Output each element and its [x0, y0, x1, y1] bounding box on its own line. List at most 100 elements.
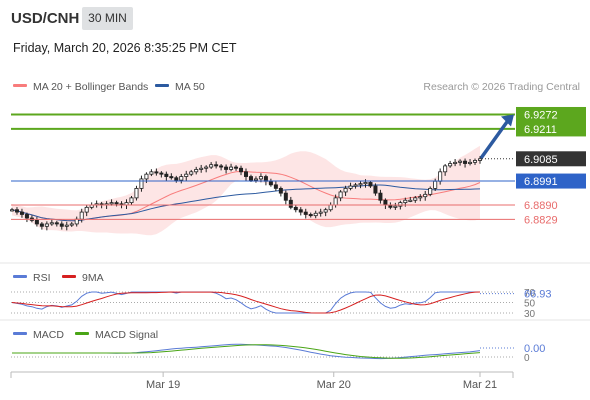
candle-55 [283, 190, 288, 205]
candle-33 [174, 175, 179, 183]
candle-94 [477, 156, 482, 164]
candle-7 [44, 221, 49, 231]
candle-47 [243, 168, 248, 181]
candle-72 [368, 180, 373, 188]
candle-body-36 [189, 171, 194, 175]
resistance-2-box [516, 106, 586, 122]
candle-body-89 [453, 161, 458, 164]
macd-last-label: 0.00 [524, 343, 545, 355]
candle-10 [59, 221, 64, 230]
candle-body-92 [468, 161, 473, 164]
rsi-legend-swatch [13, 275, 27, 278]
candle-body-14 [79, 211, 84, 220]
candle-body-61 [313, 212, 318, 217]
rsi-ma-legend-label: 9MA [82, 272, 104, 284]
candle-body-12 [69, 223, 74, 226]
candle-41 [214, 161, 219, 169]
rsi-last-label: 66.93 [524, 289, 552, 301]
candle-30 [159, 171, 164, 178]
candle-body-6 [39, 223, 44, 227]
rsi-legend-label: RSI [33, 272, 51, 284]
candle-body-85 [433, 180, 438, 189]
macd-signal-legend-label: MACD Signal [95, 329, 158, 341]
candle-80 [408, 196, 413, 203]
resistance-1-box [516, 121, 586, 137]
candle-body-79 [403, 199, 408, 204]
candle-body-34 [179, 176, 184, 181]
candle-58 [298, 207, 303, 216]
candle-body-0 [9, 209, 14, 212]
forecast-arrow-head [501, 114, 514, 127]
candle-body-30 [159, 172, 164, 175]
timeframe-button[interactable]: 30 MIN [82, 7, 133, 30]
datetime-label: Friday, March 20, 2026 8:35:25 PM CET [13, 41, 237, 55]
candle-84 [428, 186, 433, 197]
candle-body-33 [174, 177, 179, 181]
candle-25 [134, 185, 139, 201]
candle-44 [229, 163, 234, 172]
candle-62 [318, 208, 323, 217]
macd-line [12, 343, 481, 360]
candle-6 [39, 222, 44, 230]
candle-42 [219, 163, 224, 171]
candle-38 [199, 164, 204, 173]
candle-body-3 [24, 214, 29, 219]
rsi-level-label-70: 70 [524, 288, 536, 299]
candle-body-55 [283, 192, 288, 201]
candle-body-40 [209, 164, 214, 168]
candle-46 [239, 165, 244, 176]
candle-1 [14, 207, 19, 215]
candle-body-26 [139, 178, 144, 189]
ma20-legend-swatch [13, 84, 27, 87]
candle-51 [263, 174, 268, 186]
candle-81 [413, 195, 418, 203]
pivot-box [516, 173, 586, 189]
candle-body-68 [348, 185, 353, 189]
candle-body-20 [109, 202, 114, 205]
candle-body-58 [298, 209, 303, 213]
candle-73 [373, 183, 378, 196]
x-tick-label-2: Mar 21 [463, 379, 497, 391]
candle-body-71 [363, 182, 368, 185]
rsi-ma-legend-swatch [62, 275, 76, 278]
candle-29 [154, 168, 159, 176]
candle-77 [393, 202, 398, 210]
macd-legend-label: MACD [33, 329, 64, 341]
candle-body-65 [333, 197, 338, 206]
macd-signal-legend-swatch [75, 332, 89, 335]
candle-body-37 [194, 169, 199, 173]
candle-body-59 [303, 211, 308, 215]
candle-35 [184, 170, 189, 181]
candle-body-88 [448, 163, 453, 167]
candle-body-82 [418, 196, 423, 199]
candle-body-2 [19, 211, 24, 215]
candle-body-54 [278, 187, 283, 194]
candle-body-56 [288, 199, 293, 208]
x-tick-label-0: Mar 19 [146, 379, 180, 391]
candle-body-50 [258, 176, 263, 180]
candle-body-57 [293, 206, 298, 211]
last-price-label: 6.9085 [524, 154, 558, 166]
candle-61 [313, 210, 318, 219]
candle-5 [34, 217, 39, 227]
candle-body-83 [423, 193, 428, 198]
candle-body-86 [438, 171, 443, 182]
rsi-ma-line [11, 291, 481, 314]
header-bar: USD/CNH 30 MIN [0, 0, 590, 36]
candle-68 [348, 182, 353, 191]
candle-body-73 [373, 185, 378, 194]
ma50-legend-swatch [155, 84, 169, 87]
credit-label: Research © 2026 Trading Central [423, 81, 580, 93]
candle-body-8 [49, 222, 54, 225]
candle-37 [194, 166, 199, 175]
candle-body-47 [243, 171, 248, 177]
candle-9 [54, 220, 59, 227]
candle-89 [453, 159, 458, 167]
candle-45 [234, 165, 239, 171]
candle-body-38 [199, 167, 204, 170]
candle-body-27 [144, 173, 149, 180]
ma50-legend-label: MA 50 [175, 81, 205, 93]
candle-body-1 [14, 209, 19, 213]
